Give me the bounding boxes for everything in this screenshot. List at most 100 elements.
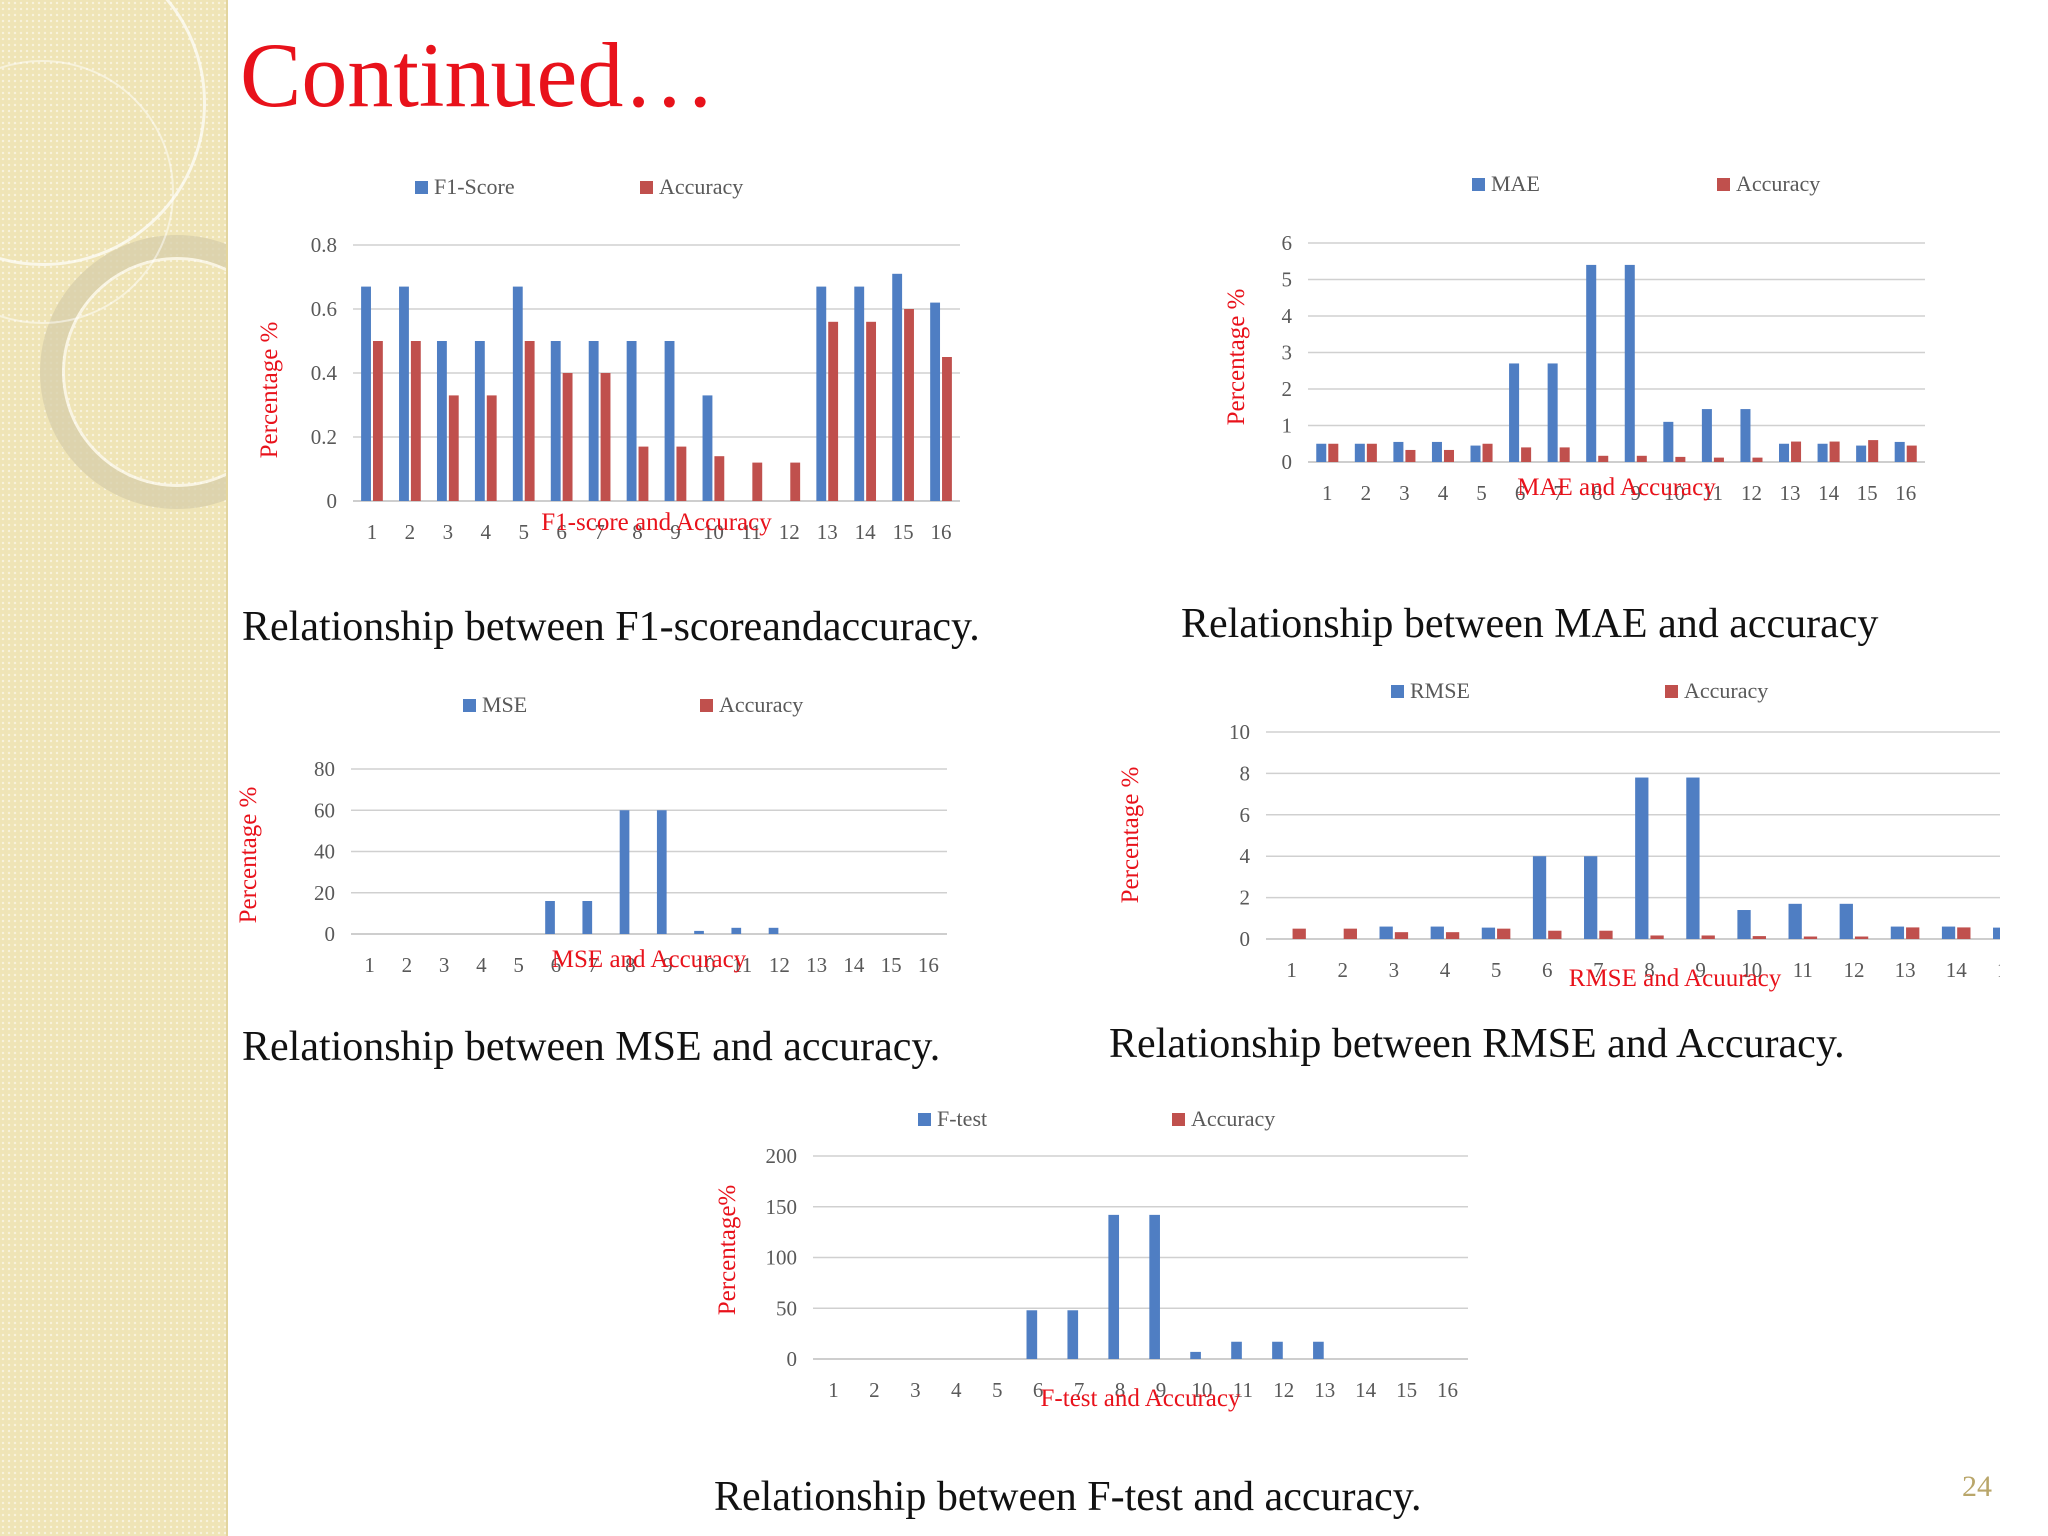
- y-tick-label: 4: [1282, 304, 1293, 328]
- legend-swatch: [640, 181, 653, 194]
- bar-f-test: [1149, 1214, 1160, 1359]
- bar-f1-score: [930, 302, 941, 501]
- bar-accuracy: [1701, 935, 1715, 939]
- x-tick-label: 4: [951, 1378, 962, 1402]
- bar-accuracy: [1599, 930, 1613, 939]
- bar-mse: [694, 930, 704, 934]
- bar-accuracy: [600, 373, 611, 501]
- chart-rmse-accuracy: 024681012345678910111213141516RMSE and A…: [1117, 678, 2000, 992]
- x-tick-label: 4: [481, 520, 492, 544]
- bar-accuracy: [676, 446, 687, 501]
- bar-rmse: [1737, 910, 1751, 939]
- x-tick-label: 15: [893, 520, 914, 544]
- bar-f-test: [1313, 1341, 1324, 1359]
- x-tick-label: 3: [1399, 481, 1410, 505]
- legend-label: Accuracy: [719, 692, 803, 717]
- bar-f-test: [1026, 1310, 1038, 1359]
- x-axis-title: MAE and Accuracy: [1517, 474, 1716, 501]
- bar-accuracy: [1394, 932, 1409, 939]
- bar-accuracy: [942, 357, 952, 501]
- bar-rmse: [1993, 927, 2000, 939]
- bar-accuracy: [1328, 443, 1339, 462]
- x-tick-label: 2: [405, 520, 416, 544]
- bar-accuracy: [1713, 457, 1724, 462]
- bar-f1-score: [702, 395, 713, 501]
- legend-swatch: [1172, 1113, 1185, 1126]
- bar-mse: [582, 901, 593, 934]
- bar-accuracy: [1482, 443, 1493, 462]
- x-tick-label: 1: [364, 953, 375, 977]
- bar-accuracy: [1650, 935, 1664, 939]
- legend-label: MSE: [482, 692, 527, 717]
- x-tick-label: 13: [1895, 958, 1916, 982]
- y-tick-label: 2: [1240, 886, 1251, 910]
- bar-accuracy: [1868, 440, 1879, 462]
- bar-mse: [656, 810, 667, 934]
- legend-swatch: [1472, 178, 1485, 191]
- x-axis-title: F-test and Accuracy: [1041, 1385, 1241, 1412]
- bar-f1-score: [854, 286, 865, 501]
- x-tick-label: 3: [443, 520, 454, 544]
- x-tick-label: 5: [1491, 958, 1502, 982]
- bar-f1-score: [626, 341, 637, 501]
- x-tick-label: 15: [1396, 1378, 1417, 1402]
- bar-f1-score: [436, 341, 447, 501]
- x-tick-label: 12: [1273, 1378, 1294, 1402]
- bar-rmse: [1584, 856, 1598, 939]
- y-tick-label: 60: [314, 798, 335, 822]
- legend-label: F-test: [937, 1106, 987, 1131]
- x-tick-label: 1: [367, 520, 378, 544]
- x-tick-label: 9: [662, 953, 673, 977]
- x-tick-label: 8: [1644, 958, 1655, 982]
- y-tick-label: 3: [1282, 341, 1293, 365]
- x-tick-label: 14: [1946, 958, 1968, 982]
- caption-ftest-accuracy: Relationship between F-test and accuracy…: [714, 1474, 1422, 1520]
- bar-f-test: [1190, 1351, 1201, 1359]
- x-tick-label: 9: [670, 520, 681, 544]
- bar-rmse: [1481, 927, 1496, 939]
- x-tick-label: 3: [1389, 958, 1400, 982]
- bar-mse: [619, 810, 630, 934]
- y-tick-label: 0.2: [311, 425, 337, 449]
- x-axis-title: MSE and Accuracy: [552, 946, 747, 973]
- bar-accuracy: [1957, 927, 1971, 939]
- bar-accuracy: [828, 321, 839, 501]
- y-tick-label: 0: [1282, 450, 1293, 474]
- x-tick-label: 6: [1515, 481, 1526, 505]
- bar-f-test: [1272, 1341, 1283, 1359]
- bar-f1-score: [512, 286, 523, 501]
- legend-swatch: [463, 699, 476, 712]
- y-tick-label: 0.6: [311, 297, 337, 321]
- bar-accuracy: [1366, 443, 1377, 462]
- x-tick-label: 16: [918, 953, 939, 977]
- legend-label: Accuracy: [659, 174, 743, 199]
- legend-label: Accuracy: [1191, 1106, 1275, 1131]
- y-tick-label: 150: [766, 1195, 798, 1219]
- bar-accuracy: [1854, 936, 1869, 939]
- x-tick-label: 2: [1361, 481, 1372, 505]
- bar-f-test: [1108, 1214, 1120, 1359]
- y-axis-title: Percentage %: [1117, 767, 1144, 904]
- bar-accuracy: [1675, 456, 1686, 462]
- y-tick-label: 10: [1229, 720, 1250, 744]
- legend-label: F1-Score: [434, 174, 515, 199]
- x-tick-label: 15: [881, 953, 902, 977]
- bar-mae: [1740, 409, 1751, 462]
- bar-accuracy: [866, 321, 877, 501]
- bar-mae: [1431, 441, 1442, 462]
- x-tick-label: 1: [1322, 481, 1333, 505]
- x-tick-label: 10: [1741, 958, 1762, 982]
- bar-mae: [1701, 409, 1712, 462]
- bar-accuracy: [562, 373, 573, 501]
- x-tick-label: 3: [910, 1378, 921, 1402]
- x-tick-label: 1: [828, 1378, 839, 1402]
- bar-mae: [1586, 264, 1597, 462]
- bar-accuracy: [1521, 447, 1532, 462]
- x-tick-label: 7: [588, 953, 599, 977]
- x-tick-label: 13: [817, 520, 838, 544]
- bar-accuracy: [524, 341, 535, 501]
- bar-mae: [1663, 421, 1674, 462]
- chart-f1-accuracy: 00.20.40.60.81 2 3 4 5 6 7 8 9 10 11 12 13 14 15 16F1-s…: [256, 174, 960, 544]
